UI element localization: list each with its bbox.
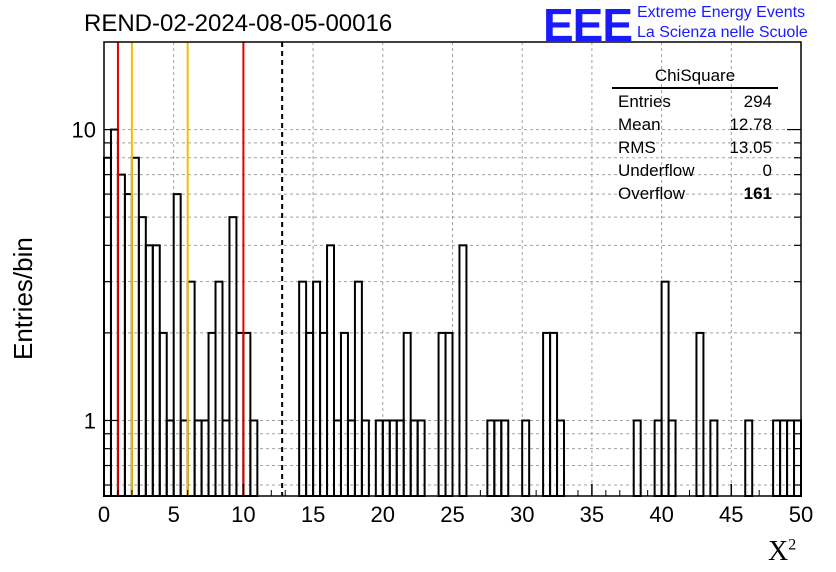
x-tick-label: 45: [719, 502, 743, 527]
logo-line-2: La Scienza nelle Scuole: [637, 24, 808, 41]
histogram-bar: [353, 280, 363, 498]
x-tick-label: 50: [789, 502, 813, 527]
histogram-bar: [228, 216, 238, 497]
stats-title: ChiSquare: [612, 66, 778, 89]
histogram-bar: [339, 331, 349, 498]
stats-value: 12.78: [729, 115, 772, 134]
histogram-bar: [123, 193, 133, 498]
x-tick-label: 25: [440, 502, 464, 527]
x-tick-label: 10: [231, 502, 255, 527]
histogram-bar: [444, 331, 454, 498]
stats-label: Mean: [618, 115, 661, 134]
stats-label: Overflow: [618, 184, 686, 203]
y-tick-label: 10: [72, 118, 96, 143]
x-tick-label: 5: [168, 502, 180, 527]
histogram-bar: [326, 244, 336, 497]
x-axis-label-base: X: [768, 536, 789, 567]
histogram-bar: [312, 280, 322, 498]
stats-value: 294: [743, 92, 772, 111]
histogram-bar: [437, 331, 447, 498]
histogram-bar: [144, 244, 154, 497]
logo-line-1: Extreme Energy Events: [637, 4, 806, 21]
histogram-bar: [186, 280, 196, 498]
stats-row-underflow: Underflow 0: [612, 159, 778, 182]
histogram-bar: [116, 173, 126, 497]
histogram-bar: [549, 331, 559, 498]
x-tick-label: 20: [371, 502, 395, 527]
x-tick-label: 40: [649, 502, 673, 527]
histogram-bar: [103, 156, 112, 497]
histogram-bar: [109, 128, 119, 498]
histogram-bar: [137, 216, 147, 497]
histogram-bar: [695, 331, 705, 498]
histogram-bar: [172, 193, 182, 498]
histogram-bar: [242, 331, 252, 498]
y-tick-label: 1: [84, 408, 96, 433]
histogram-bar: [130, 156, 140, 497]
eee-logo: EEE: [543, 0, 633, 51]
histogram-bar: [298, 280, 308, 498]
stats-row-overflow: Overflow 161: [612, 182, 778, 205]
stats-rows: Entries 294 Mean 12.78 RMS 13.05 Underflow 0 Ove…: [612, 90, 778, 205]
stats-label: Entries: [618, 92, 671, 111]
stats-label: Underflow: [618, 161, 695, 180]
stats-row-mean: Mean 12.78: [612, 113, 778, 136]
stats-value: 161: [743, 184, 772, 203]
stats-row-entries: Entries 294: [612, 90, 778, 113]
histogram-bar: [402, 331, 412, 498]
x-tick-label: 30: [510, 502, 534, 527]
histogram-bar: [305, 331, 315, 498]
x-axis-label: X2: [768, 536, 796, 568]
stats-row-rms: RMS 13.05: [612, 136, 778, 159]
histogram-bar: [151, 244, 161, 497]
stats-value: 13.05: [729, 138, 772, 157]
histogram-bar: [660, 280, 670, 498]
chart-title: REND-02-2024-08-05-00016: [84, 10, 393, 37]
histogram-bar: [458, 244, 468, 497]
stats-value: 0: [762, 161, 772, 180]
histogram-bar: [319, 331, 329, 498]
x-axis-label-superscript: 2: [788, 536, 797, 554]
stats-box: ChiSquare Entries 294 Mean 12.78 RMS 13.05 Und…: [612, 66, 778, 205]
x-tick-label: 35: [580, 502, 604, 527]
stats-label: RMS: [618, 138, 656, 157]
histogram-bar: [542, 331, 552, 498]
x-tick-label: 0: [98, 502, 110, 527]
histogram-bar: [214, 280, 224, 498]
histogram-bar: [158, 331, 168, 498]
histogram-bar: [235, 331, 245, 498]
x-tick-label: 15: [301, 502, 325, 527]
histogram-bar: [207, 331, 217, 498]
